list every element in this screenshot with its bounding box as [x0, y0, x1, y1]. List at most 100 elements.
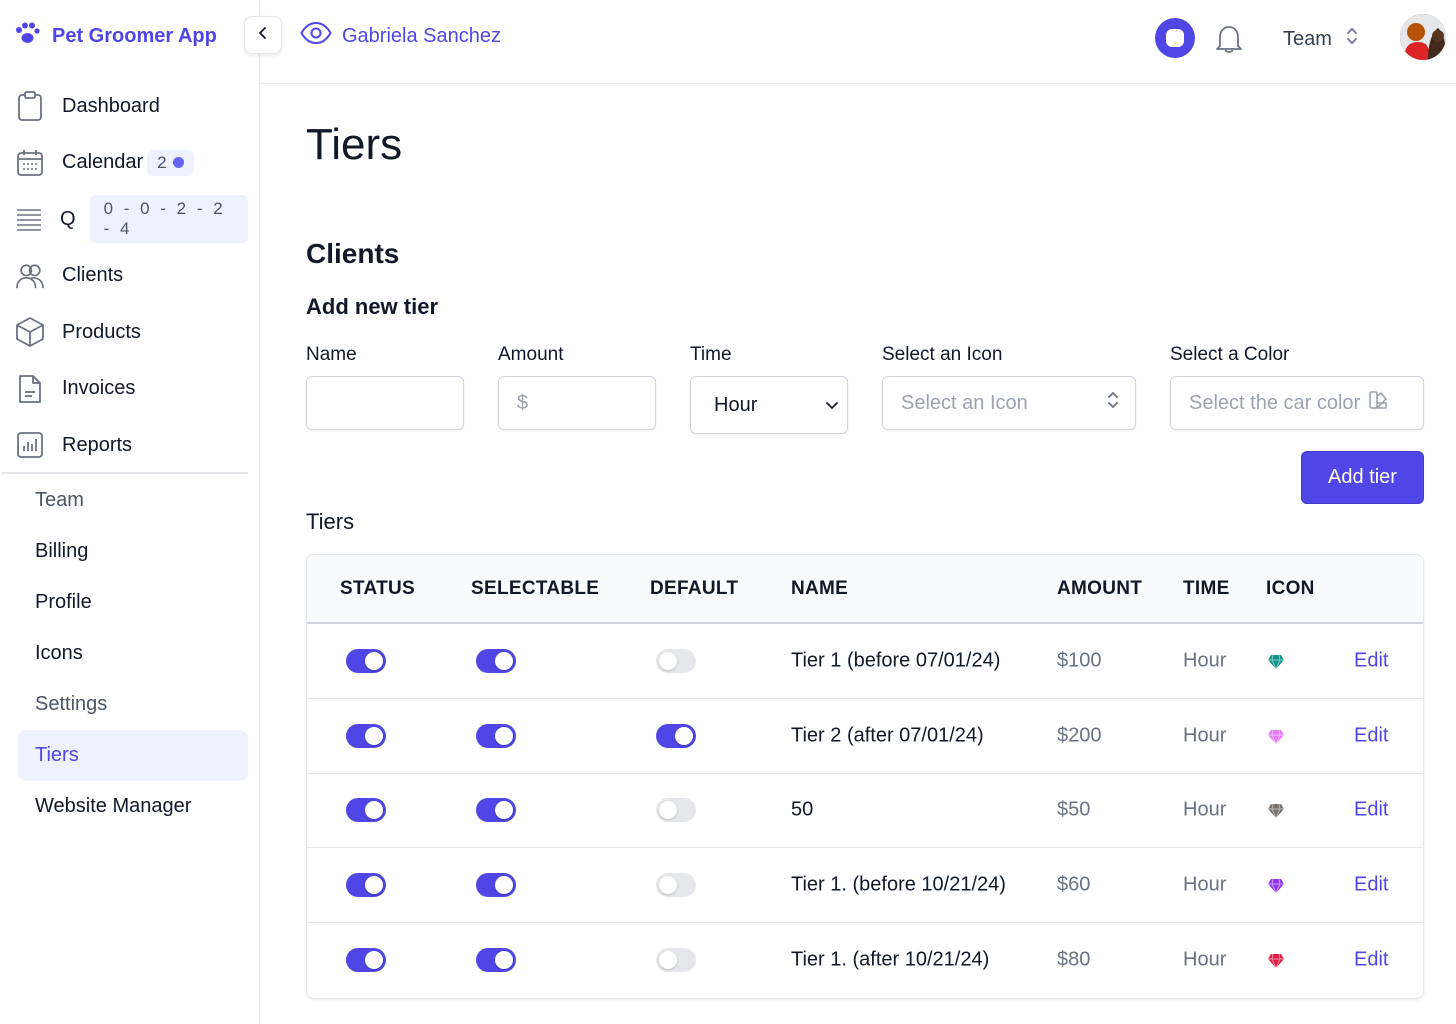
tiers-label: Tiers [306, 509, 355, 534]
tier-time: Hour [1183, 724, 1227, 747]
team-select-label: Team [1283, 27, 1332, 50]
chat-button[interactable] [1155, 18, 1195, 58]
collapse-sidebar-button[interactable] [244, 16, 282, 54]
edit-link[interactable]: Edit [1354, 649, 1389, 672]
amount-label: Amount [498, 344, 564, 365]
selectable-toggle[interactable] [476, 798, 516, 823]
sidebar-item-icons[interactable]: Icons [35, 642, 83, 664]
name-label: Name [306, 344, 357, 365]
sidebar-item-label: Reports [62, 433, 133, 456]
sidebar-item-settings[interactable]: Settings [35, 693, 108, 715]
toggle-knob [495, 726, 513, 745]
tier-name: Tier 1. (after 10/21/24) [791, 948, 990, 971]
add-tier-button[interactable]: Add tier [1301, 451, 1424, 504]
avatar[interactable] [1400, 14, 1446, 60]
sidebar: Pet Groomer App Dashboard Calendar 2 Q 0… [0, 0, 260, 1024]
tier-name: 50 [791, 798, 814, 821]
users-icon [16, 262, 44, 290]
toggle-knob [495, 876, 513, 895]
color-swatch-icon [1368, 390, 1388, 416]
color-label: Select a Color [1170, 344, 1290, 365]
viewing-as[interactable]: Gabriela Sanchez [300, 21, 501, 50]
gem-icon [1267, 728, 1285, 745]
amount-input[interactable]: $ [498, 376, 656, 430]
selectable-toggle[interactable] [476, 648, 516, 673]
tier-amount: $80 [1057, 948, 1091, 971]
sidebar-item-billing[interactable]: Billing [35, 540, 89, 562]
status-toggle[interactable] [346, 948, 386, 973]
table-body: Tier 1 (before 07/01/24) $100 Hour Edit Tier… [307, 624, 1423, 998]
default-toggle[interactable] [656, 948, 696, 973]
icon-select[interactable]: Select an Icon [882, 376, 1136, 430]
icon-select-placeholder: Select an Icon [901, 391, 1028, 414]
toggle-knob [675, 726, 693, 745]
status-toggle[interactable] [346, 648, 386, 673]
sidebar-item-tiers[interactable]: Tiers [18, 730, 248, 781]
paw-icon [14, 22, 40, 51]
edit-link[interactable]: Edit [1354, 724, 1389, 747]
column-amount: AMOUNT [1057, 578, 1143, 599]
gem-icon [1267, 952, 1285, 970]
default-toggle[interactable] [656, 648, 696, 673]
selectable-toggle[interactable] [476, 948, 516, 973]
tiers-table: STATUS SELECTABLE DEFAULT NAME AMOUNT TI… [306, 554, 1424, 999]
tier-amount: $100 [1057, 649, 1102, 672]
sidebar-item-label: Invoices [62, 377, 136, 400]
sidebar-item-invoices[interactable]: Invoices [0, 361, 248, 418]
gem-icon [1267, 653, 1285, 670]
edit-link[interactable]: Edit [1354, 948, 1389, 971]
sidebar-divider [2, 472, 248, 474]
calendar-count: 2 [157, 152, 167, 172]
toggle-knob [495, 651, 513, 670]
time-label: Time [690, 344, 732, 365]
edit-link[interactable]: Edit [1354, 798, 1389, 821]
default-toggle[interactable] [656, 723, 696, 748]
eye-icon [300, 21, 332, 50]
sidebar-item-label: Clients [62, 264, 124, 287]
chat-icon [1166, 29, 1184, 47]
bell-icon[interactable] [1215, 24, 1243, 59]
sidebar-item-queue[interactable]: Q 0 - 0 - 2 - 2 - 4 [0, 191, 248, 248]
sidebar-item-website-manager[interactable]: Website Manager [35, 795, 192, 817]
toggle-knob [365, 801, 383, 820]
sidebar-item-profile[interactable]: Profile [35, 591, 92, 613]
status-toggle[interactable] [346, 723, 386, 748]
brand[interactable]: Pet Groomer App [14, 22, 217, 51]
table-row: Tier 1. (before 10/21/24) $60 Hour Edit [307, 848, 1423, 923]
column-time: TIME [1183, 578, 1230, 599]
tier-amount: $60 [1057, 873, 1091, 896]
status-toggle[interactable] [346, 798, 386, 823]
name-input[interactable] [306, 376, 464, 430]
color-input[interactable]: Select the car color [1170, 376, 1424, 430]
column-selectable: SELECTABLE [471, 578, 600, 599]
status-dot-icon [172, 157, 184, 169]
sidebar-item-products[interactable]: Products [0, 304, 248, 361]
queue-icon [16, 205, 42, 233]
selectable-toggle[interactable] [476, 873, 516, 898]
team-select[interactable]: Team [1283, 26, 1358, 52]
toggle-knob [495, 801, 513, 820]
table-header: STATUS SELECTABLE DEFAULT NAME AMOUNT TI… [307, 555, 1423, 624]
sidebar-item-dashboard[interactable]: Dashboard [0, 78, 248, 135]
toggle-knob [365, 876, 383, 895]
chevron-down-icon [825, 394, 839, 417]
time-select-value: Hour [714, 393, 758, 416]
sidebar-item-team[interactable]: Team [35, 489, 84, 511]
table-row: Tier 2 (after 07/01/24) $200 Hour Edit [307, 699, 1423, 774]
default-toggle[interactable] [656, 873, 696, 898]
status-toggle[interactable] [346, 873, 386, 898]
calendar-badge: 2 [147, 149, 194, 176]
top-header: Gabriela Sanchez Team [260, 0, 1456, 84]
tier-amount: $50 [1057, 798, 1091, 821]
time-select[interactable]: Hour [690, 376, 848, 434]
column-status: STATUS [340, 578, 415, 599]
sidebar-item-clients[interactable]: Clients [0, 248, 248, 305]
tier-time: Hour [1183, 798, 1227, 821]
icon-label: Select an Icon [882, 344, 1003, 365]
edit-link[interactable]: Edit [1354, 873, 1389, 896]
sidebar-item-reports[interactable]: Reports [0, 417, 248, 474]
gem-icon [1267, 877, 1285, 895]
sidebar-item-calendar[interactable]: Calendar 2 [0, 135, 248, 192]
default-toggle[interactable] [656, 798, 696, 823]
selectable-toggle[interactable] [476, 723, 516, 748]
